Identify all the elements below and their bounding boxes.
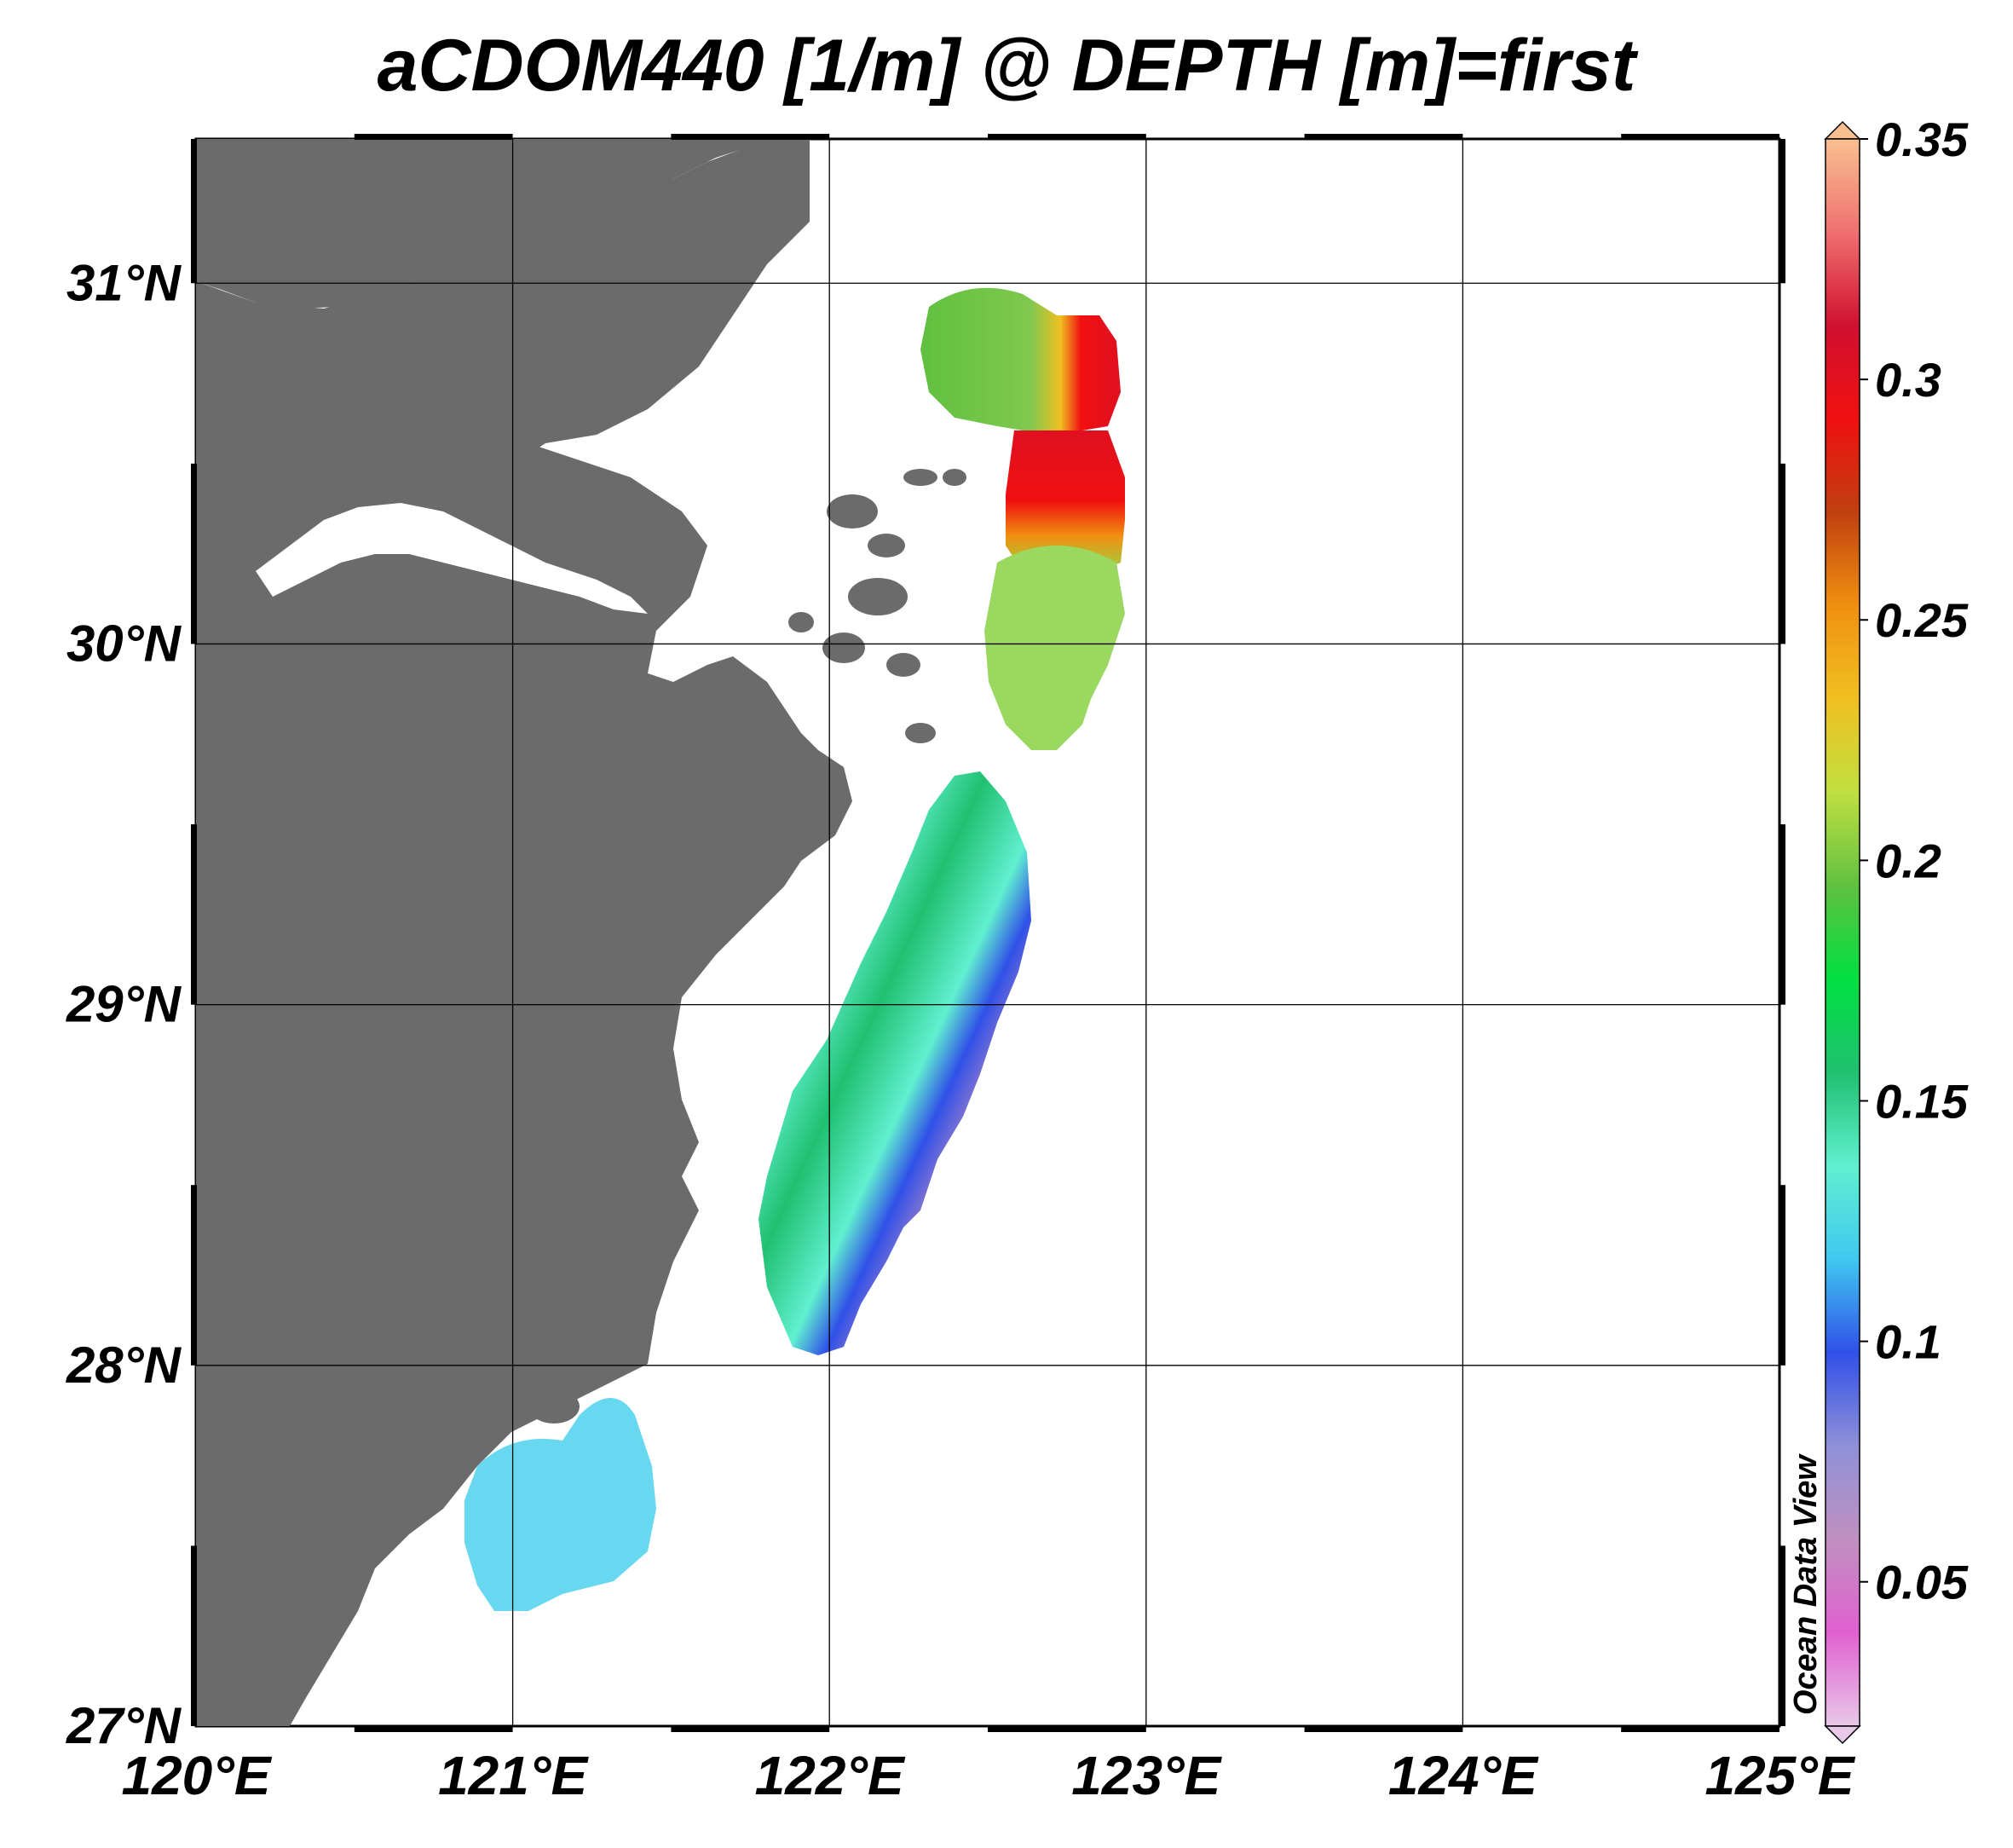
y-tick-label: 29°N (66, 976, 182, 1033)
frame-bar (1621, 1726, 1779, 1732)
frame-bar (191, 1545, 197, 1726)
frame-bar (191, 463, 197, 644)
frame-bar (1779, 463, 1785, 644)
map-title: aCDOM440 [1/m] @ DEPTH [m]=first (377, 25, 1636, 107)
grid-lines (196, 139, 1779, 1726)
colorbar-tick-label: 0.3 (1875, 353, 1941, 407)
frame-bar (671, 134, 830, 140)
colorbar-labels: 0.35 0.3 0.25 0.2 0.15 0.1 0.05 (1860, 113, 1969, 1609)
estuary (256, 503, 648, 614)
frame-bar (988, 1726, 1146, 1732)
colorbar-top-arrow (1824, 120, 1861, 140)
frame-bar (1621, 134, 1779, 140)
land-upper (196, 139, 810, 605)
y-tick-label: 31°N (66, 254, 182, 311)
colorbar-body (1825, 138, 1860, 1727)
colorbar-tick-label: 0.25 (1875, 593, 1969, 647)
frame-bar (191, 824, 197, 1005)
patch-mid (1006, 430, 1125, 571)
x-tick-label: 121°E (438, 1745, 589, 1806)
frame-bar (1779, 139, 1785, 284)
colorbar-tick-label: 0.05 (1875, 1556, 1969, 1609)
x-tick-label: 124°E (1388, 1745, 1539, 1806)
frame-ticks (191, 134, 1785, 1732)
frame-bar (671, 1726, 830, 1732)
y-tick-label: 27°N (66, 1697, 182, 1754)
patch-south (758, 771, 1031, 1355)
colorbar-tick-label: 0.15 (1875, 1074, 1969, 1128)
colorbar-bottom-arrow (1824, 1725, 1861, 1745)
patch-green (984, 546, 1125, 750)
frame-bar (1779, 1185, 1785, 1366)
x-axis-labels: 120°E 121°E 122°E 123°E 124°E 125°E (121, 1745, 1855, 1806)
frame-bar (191, 139, 197, 284)
ocean-data-view-credit: Ocean Data View (1788, 1455, 1824, 1715)
y-tick-label: 30°N (66, 615, 182, 672)
x-tick-label: 123°E (1071, 1745, 1222, 1806)
colorbar-tick-label: 0.35 (1875, 113, 1969, 166)
frame-bar (354, 1726, 513, 1732)
x-tick-label: 122°E (755, 1745, 906, 1806)
frame-bar (1779, 824, 1785, 1005)
y-tick-label: 28°N (66, 1337, 182, 1394)
y-axis-labels: 27°N 28°N 29°N 30°N 31°N (66, 254, 182, 1754)
frame-bar (1779, 1545, 1785, 1726)
colorbar-tick-label: 0.1 (1875, 1315, 1941, 1369)
x-tick-label: 120°E (121, 1745, 272, 1806)
colorbar: 0.35 0.3 0.25 0.2 0.15 0.1 0.05 (1824, 113, 1969, 1745)
frame-bar (191, 1185, 197, 1366)
islands (268, 217, 966, 1509)
frame-bar (1304, 1726, 1463, 1732)
x-tick-label: 125°E (1704, 1745, 1855, 1806)
patch-north (920, 287, 1121, 435)
frame-bar (354, 134, 513, 140)
frame-bar (1304, 134, 1463, 140)
frame-bar (988, 134, 1146, 140)
colorbar-tick-label: 0.2 (1875, 834, 1941, 887)
